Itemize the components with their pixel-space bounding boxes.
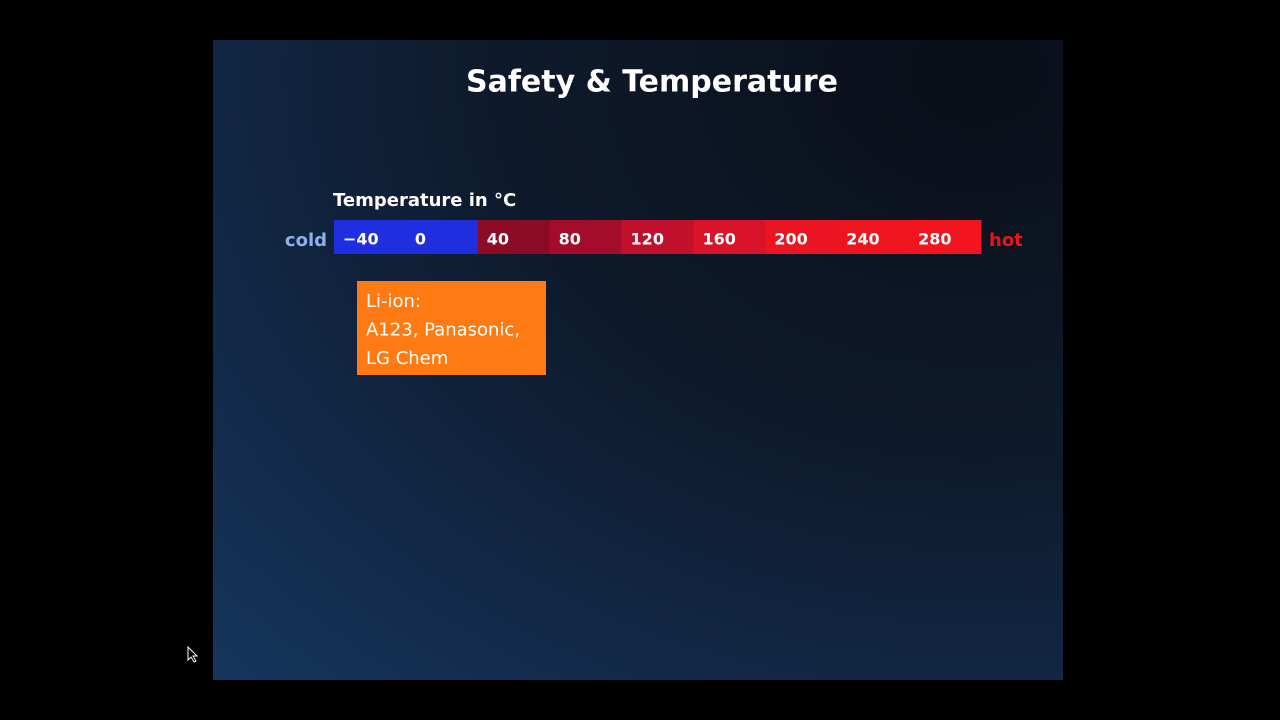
callout-line: A123, Panasonic, [366, 320, 520, 341]
scale-tick-label: 240 [846, 230, 879, 249]
scale-segment [477, 220, 551, 254]
scale-tick-label: −40 [343, 230, 379, 249]
scale-segment [693, 220, 766, 254]
scale-tick-label: 280 [918, 230, 951, 249]
scale-tick-label: 120 [631, 230, 664, 249]
slide-title: Safety & Temperature [466, 65, 838, 100]
mouse-cursor [187, 645, 199, 663]
scale-segment [549, 220, 623, 254]
slide [213, 40, 1063, 680]
scale-tick-label: 0 [415, 230, 426, 249]
cold-label: cold [285, 230, 327, 251]
scale-tick-label: 80 [559, 230, 581, 249]
scale-tick-label: 160 [702, 230, 735, 249]
scale-segment [621, 220, 694, 254]
scale-segment [334, 220, 407, 254]
scale-segment [405, 220, 479, 254]
scale-tick-label: 40 [487, 230, 509, 249]
callout-line: Li-ion: [366, 291, 421, 312]
callout-box [357, 281, 546, 375]
scale-segment [909, 220, 982, 254]
callout-line: LG Chem [366, 348, 448, 369]
scale-label: Temperature in °C [333, 190, 516, 211]
scale-segment [765, 220, 838, 254]
hot-label: hot [989, 230, 1023, 251]
scale-tick-label: 200 [774, 230, 807, 249]
scale-segment [837, 220, 910, 254]
